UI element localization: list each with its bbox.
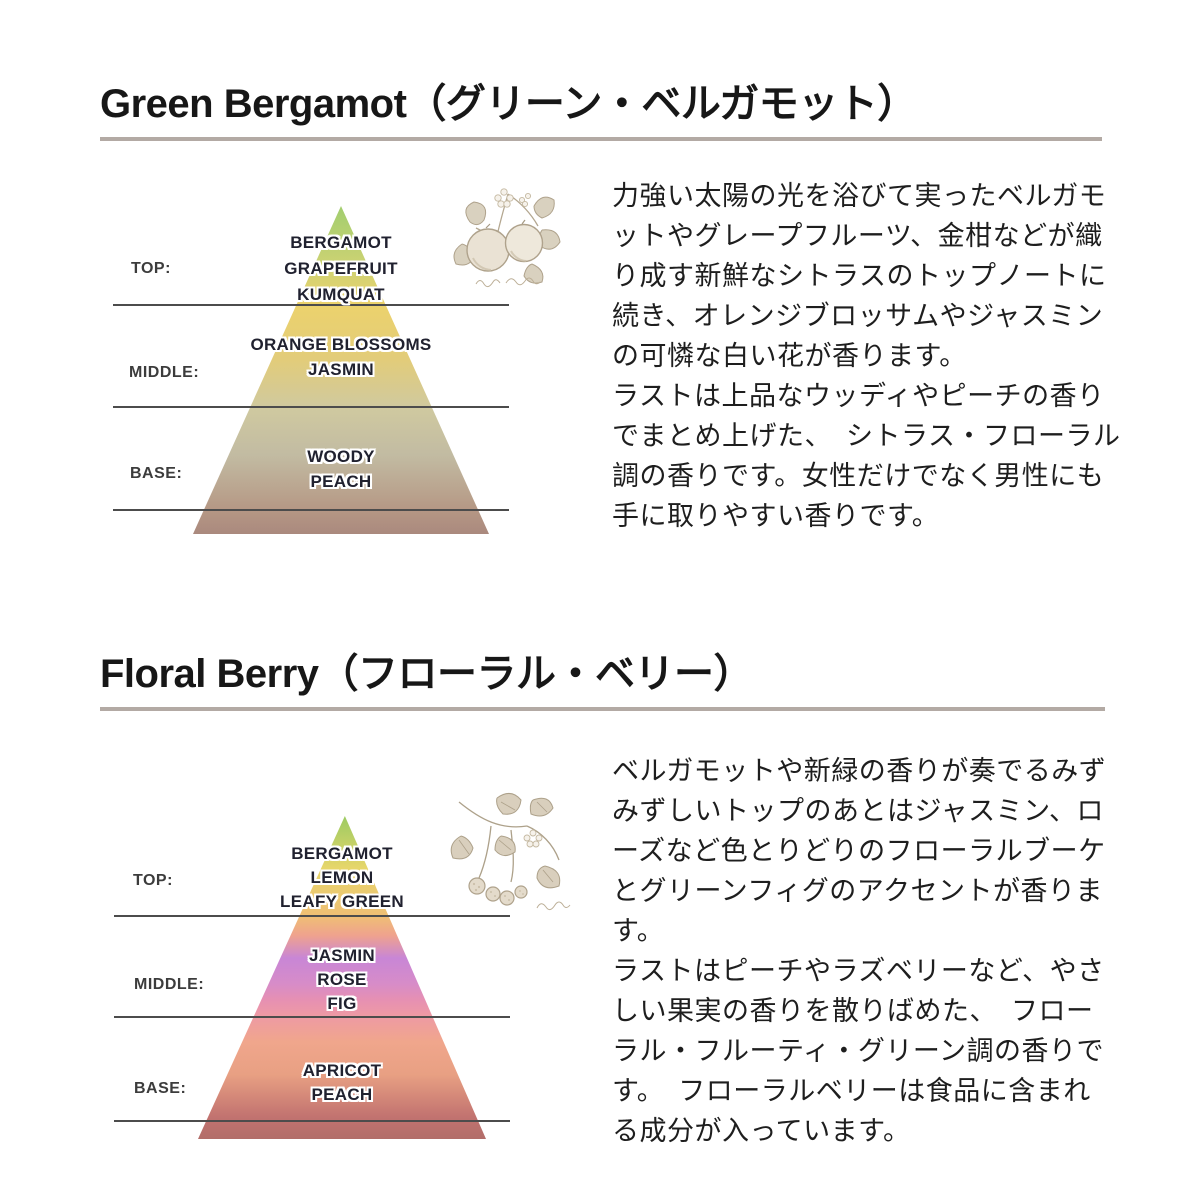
level-label-middle: MIDDLE:	[134, 976, 205, 993]
section-green-bergamot: Green Bergamot（グリーン・ベルガモット） TOP: MIDDLE:…	[100, 82, 1121, 534]
middle-notes: JASMIN ROSE FIG	[308, 946, 376, 1013]
berry-branch-illustration-icon	[450, 793, 571, 911]
base-notes: WOODY PEACH	[307, 447, 375, 491]
middle-notes: ORANGE BLOSSOMS JASMIN	[250, 335, 432, 379]
top-notes: BERGAMOT LEMON LEAFY GREEN	[280, 844, 404, 911]
level-label-top: TOP:	[133, 872, 173, 889]
divider-middle-line	[114, 1016, 510, 1018]
description-text: 力強い太陽の光を浴びて実ったベルガモ ットやグレープフルーツ、金柑などが織 り成…	[612, 181, 1121, 531]
top-notes: BERGAMOT GRAPEFRUIT KUMQUAT	[284, 233, 398, 304]
level-label-top: TOP:	[131, 260, 171, 277]
description-text: ベルガモットや新緑の香りが奏でるみず みずしいトップのあとはジャスミン、ロ ーズ…	[612, 756, 1107, 1146]
level-label-base: BASE:	[134, 1080, 187, 1097]
level-label-middle: MIDDLE:	[129, 364, 200, 381]
title-underline	[100, 707, 1105, 711]
title-underline	[100, 137, 1102, 141]
section-floral-berry: Floral Berry（フローラル・ベリー） TOP: MIDDLE: BAS…	[0, 600, 1200, 1200]
divider-top-line	[114, 915, 510, 917]
level-label-base: BASE:	[130, 465, 183, 482]
divider-base-line	[113, 509, 509, 511]
divider-middle-line	[113, 406, 509, 408]
section-title: Floral Berry（フローラル・ベリー）	[100, 652, 754, 696]
divider-base-line	[114, 1120, 510, 1122]
divider-top-line	[113, 304, 509, 306]
section-title: Green Bergamot（グリーン・ベルガモット）	[100, 82, 917, 126]
citrus-branch-illustration-icon	[453, 188, 561, 288]
base-notes: APRICOT PEACH	[302, 1061, 382, 1104]
